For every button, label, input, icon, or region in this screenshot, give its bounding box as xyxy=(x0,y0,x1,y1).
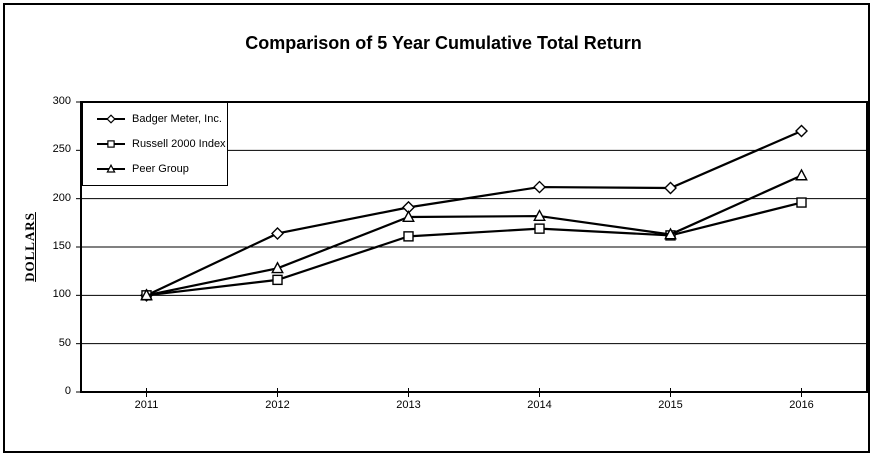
y-tick-label: 200 xyxy=(52,191,71,204)
diamond-marker xyxy=(795,124,808,138)
y-tick-label: 100 xyxy=(52,288,71,301)
square-marker xyxy=(272,274,283,286)
x-tick-label: 2015 xyxy=(658,399,683,411)
diamond-marker xyxy=(533,180,546,194)
x-tick-label: 2014 xyxy=(527,399,552,411)
legend-item: Peer Group xyxy=(97,157,227,181)
square-marker xyxy=(534,223,545,234)
square-marker xyxy=(796,197,807,208)
legend-item-label: Badger Meter, Inc. xyxy=(132,113,222,125)
triangle-marker xyxy=(140,288,153,301)
y-tick-label: 150 xyxy=(52,240,71,252)
x-tick-label: 2012 xyxy=(265,399,290,411)
plot-area xyxy=(76,101,868,397)
legend-item-label: Peer Group xyxy=(132,163,189,175)
y-tick-label: 50 xyxy=(58,336,71,349)
square-legend-icon xyxy=(97,140,125,148)
diamond-legend-icon xyxy=(97,114,125,124)
diamond-marker xyxy=(271,226,284,240)
series-line-square xyxy=(146,201,802,297)
triangle-marker xyxy=(402,210,415,223)
triangle-marker xyxy=(664,227,677,240)
triangle-marker xyxy=(106,163,116,173)
series-line-diamond xyxy=(146,129,802,297)
legend: Badger Meter, Inc. Russell 2000 Index Peer… xyxy=(82,102,228,186)
chart-title: Comparison of 5 Year Cumulative Total Re… xyxy=(245,33,642,53)
x-tick-label: 2011 xyxy=(134,399,159,411)
diamond-marker xyxy=(664,181,677,195)
chart-frame: Comparison of 5 Year Cumulative Total Re… xyxy=(3,3,870,453)
square-marker xyxy=(107,140,115,148)
y-tick-label: 300 xyxy=(52,95,71,107)
triangle-marker xyxy=(533,209,546,222)
square-marker xyxy=(403,231,414,242)
y-tick-label: 0 xyxy=(64,385,71,397)
legend-item-label: Russell 2000 Index xyxy=(132,138,226,150)
diamond-marker xyxy=(106,114,116,124)
triangle-marker xyxy=(795,168,808,181)
x-tick-label: 2013 xyxy=(396,399,421,411)
y-tick-label: 250 xyxy=(52,143,71,156)
legend-item: Badger Meter, Inc. xyxy=(97,107,227,131)
legend-item: Russell 2000 Index xyxy=(97,132,227,156)
series-line-triangle xyxy=(146,174,802,297)
x-tick-label: 2016 xyxy=(789,399,814,411)
triangle-marker xyxy=(271,261,284,274)
triangle-legend-icon xyxy=(97,163,125,173)
